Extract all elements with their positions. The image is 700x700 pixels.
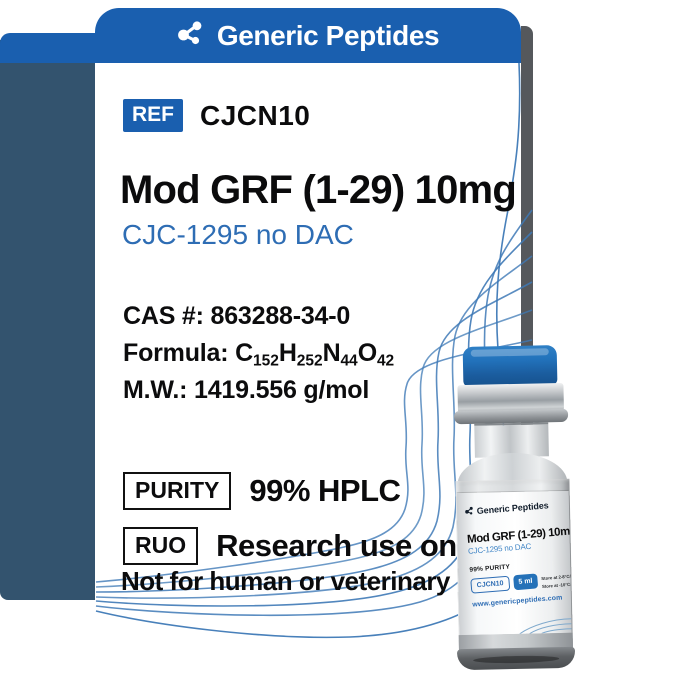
vial-cap — [462, 345, 558, 388]
catalog-number: CJCN10 — [200, 99, 311, 131]
ruo-row: RUO Research use only — [123, 527, 482, 565]
formula-label: Formula: — [123, 339, 229, 367]
vial-label-content: Generic Peptides Mod GRF (1-29) 10mg CJC… — [464, 491, 572, 609]
ref-row: REF CJCN10 — [123, 99, 310, 132]
vial-foot — [456, 646, 576, 671]
formula-element: H — [278, 339, 297, 367]
formula-element: C — [235, 339, 253, 367]
purity-row: PURITY 99% HPLC — [123, 472, 401, 510]
vial-volume-badge: 5 ml — [512, 573, 539, 591]
molecular-weight: M.W.: 1419.556 g/mol — [123, 376, 370, 404]
vial-storage-instructions: Store at 2-8°C/35-46°F (up to 30 days) S… — [541, 567, 572, 592]
chemical-formula: Formula: C152H252N44O42 — [123, 339, 394, 370]
formula-element: N — [322, 339, 341, 367]
molecule-icon — [464, 502, 474, 521]
brand-name: Generic Peptides — [216, 19, 440, 51]
vial-brand-row: Generic Peptides — [464, 493, 572, 521]
purity-box: PURITY — [123, 472, 232, 510]
ref-badge: REF — [123, 99, 183, 132]
cas-number: CAS #: 863288-34-0 — [123, 302, 351, 330]
product-subtitle: CJC-1295 no DAC — [122, 219, 354, 250]
ruo-value: Research use only — [216, 528, 482, 563]
vial-crimp-flange — [453, 408, 569, 425]
vial-label: Generic Peptides Mod GRF (1-29) 10mg CJC… — [456, 490, 572, 636]
vial-info-row: CJCN10 5 ml Store at 2-8°C/35-46°F (up t… — [470, 567, 572, 597]
molecule-icon — [177, 20, 204, 51]
purity-value: 99% HPLC — [249, 473, 401, 508]
product-vial-photo: Generic Peptides Mod GRF (1-29) 10mg CJC… — [445, 339, 582, 677]
product-title: Mod GRF (1-29) 10mg — [120, 168, 517, 212]
formula-subscript: 42 — [376, 352, 395, 370]
vial-ref-box: CJCN10 — [470, 575, 511, 594]
brand-header: Generic Peptides — [95, 8, 521, 63]
label-contour-decoration — [519, 618, 572, 634]
formula-subscript: 252 — [296, 352, 323, 370]
vial-brand-name: Generic Peptides — [476, 500, 549, 517]
storage-line-1: Store at 2-8°C/35-46°F (up to 30 days) — [541, 570, 572, 582]
formula-subscript: 152 — [252, 352, 279, 370]
formula-subscript: 44 — [340, 352, 358, 370]
formula-element: O — [357, 339, 377, 367]
ruo-box: RUO — [123, 527, 199, 565]
